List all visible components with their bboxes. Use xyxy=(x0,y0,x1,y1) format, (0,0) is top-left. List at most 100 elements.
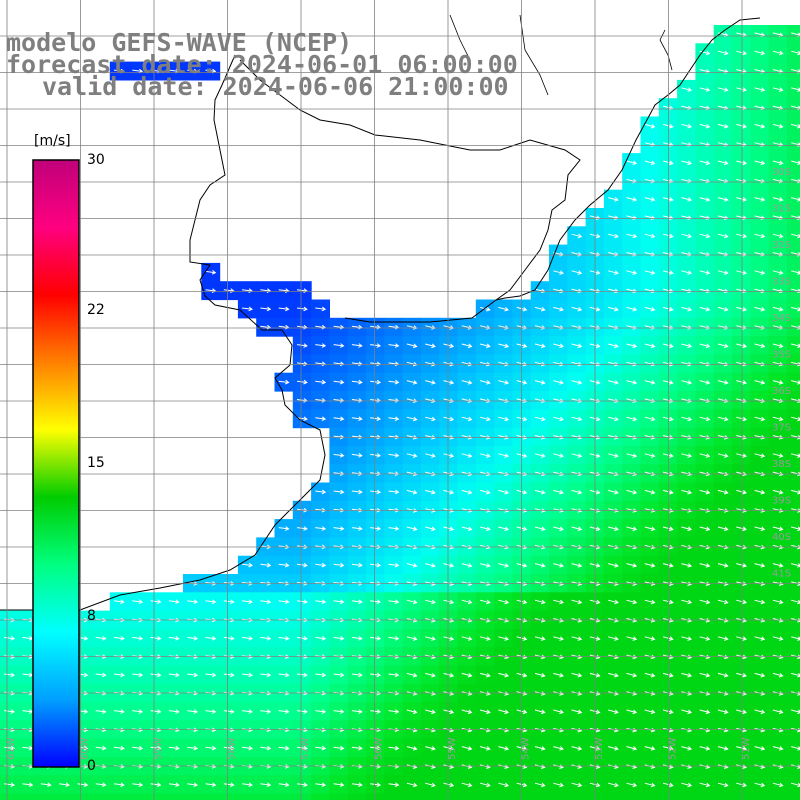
longitude-label: 54W xyxy=(521,737,532,760)
wind-arrow xyxy=(315,636,327,641)
wind-arrow xyxy=(223,288,235,293)
wind-arrow xyxy=(95,672,107,678)
wind-arrow xyxy=(553,709,564,715)
colorbar-tick-15: 15 xyxy=(87,455,105,471)
wind-arrow xyxy=(736,636,747,641)
wind-arrow xyxy=(22,782,34,788)
wind-arrow xyxy=(333,416,345,422)
wind-arrow xyxy=(791,672,800,678)
wind-arrow xyxy=(626,306,638,312)
wind-arrow xyxy=(4,782,16,788)
wind-arrow xyxy=(736,343,747,349)
wind-arrow xyxy=(791,782,800,788)
wind-arrow xyxy=(699,380,711,385)
wind-arrow xyxy=(608,672,619,678)
wind-arrow xyxy=(626,380,638,385)
wind-arrow xyxy=(681,453,693,458)
wind-arrow xyxy=(662,343,674,349)
wind-arrow xyxy=(425,636,436,641)
latitude-label: 34S xyxy=(772,313,791,324)
wind-cell xyxy=(201,793,221,800)
wind-arrow xyxy=(4,636,16,641)
wind-arrow xyxy=(479,453,491,458)
wind-arrow xyxy=(681,709,693,715)
wind-arrow xyxy=(791,123,800,129)
wind-arrow xyxy=(388,343,400,348)
wind-arrow xyxy=(479,526,491,532)
wind-arrow xyxy=(498,599,510,605)
wind-arrow xyxy=(223,636,235,641)
wind-arrow xyxy=(754,123,766,129)
wind-arrow xyxy=(791,142,800,147)
wind-cell xyxy=(18,793,38,800)
wind-arrow xyxy=(534,782,546,788)
wind-arrow xyxy=(644,672,656,678)
wind-cell xyxy=(768,793,788,800)
wind-arrow xyxy=(388,526,400,531)
wind-arrow xyxy=(113,636,125,641)
latitude-label: 37S xyxy=(772,423,791,434)
wind-arrow xyxy=(608,746,619,751)
wind-arrow xyxy=(553,672,564,678)
wind-cell xyxy=(786,665,800,685)
wind-cell xyxy=(786,317,800,337)
wind-arrow xyxy=(95,745,107,751)
wind-arrow xyxy=(553,380,564,385)
wind-arrow xyxy=(699,489,711,495)
wind-arrow xyxy=(461,489,473,495)
wind-arrow xyxy=(717,746,729,751)
wind-arrow xyxy=(333,782,345,788)
wind-arrow xyxy=(736,563,747,568)
wind-cell xyxy=(475,793,495,800)
wind-arrow xyxy=(681,489,693,495)
wind-cell xyxy=(603,793,623,800)
wind-arrow xyxy=(717,563,729,568)
wind-cell xyxy=(786,738,800,758)
wind-arrow xyxy=(315,562,327,568)
wind-arrow xyxy=(772,599,784,605)
wind-arrow xyxy=(736,526,747,532)
wind-arrow xyxy=(260,709,272,714)
wind-arrow xyxy=(425,672,436,678)
wind-arrow xyxy=(571,636,583,641)
wind-arrow xyxy=(681,197,693,202)
wind-cell xyxy=(786,592,800,612)
wind-arrow xyxy=(406,380,418,385)
wind-arrow xyxy=(425,453,436,458)
wind-arrow xyxy=(644,270,656,275)
wind-cell xyxy=(786,134,800,154)
wind-arrow xyxy=(662,123,674,129)
wind-arrow xyxy=(113,782,125,788)
wind-arrow xyxy=(736,416,747,422)
wind-cell xyxy=(292,793,312,800)
wind-arrow xyxy=(351,782,363,788)
wind-arrow xyxy=(736,599,747,605)
wind-arrow xyxy=(736,306,747,312)
valid-date: valid date: 2024-06-06 21:00:00 xyxy=(42,72,509,101)
wind-arrow xyxy=(717,87,729,92)
wind-arrow xyxy=(351,745,363,751)
wind-arrow xyxy=(498,380,510,385)
wind-arrow xyxy=(626,782,638,788)
wind-arrow xyxy=(150,672,162,678)
forecast-date: forecast date: 2024-06-01 06:00:00 xyxy=(6,50,518,79)
wind-arrow xyxy=(534,599,546,605)
wind-arrow xyxy=(370,526,382,531)
wind-arrow xyxy=(626,636,638,641)
wind-arrow xyxy=(717,270,729,275)
wind-arrow xyxy=(736,50,747,56)
wind-cell xyxy=(695,793,715,800)
wind-arrow xyxy=(571,343,583,349)
wind-arrow xyxy=(406,343,418,349)
wind-arrow xyxy=(315,782,327,788)
wind-arrow xyxy=(242,288,253,293)
wind-arrow xyxy=(479,636,491,641)
wind-arrow xyxy=(242,745,253,751)
wind-arrow xyxy=(406,599,418,605)
wind-arrow xyxy=(351,453,363,458)
wind-cell xyxy=(786,628,800,648)
colorbar-tick-30: 30 xyxy=(87,152,105,168)
wind-arrow xyxy=(772,306,784,312)
wind-arrow xyxy=(571,453,583,458)
latitude-label: 38S xyxy=(772,459,791,470)
